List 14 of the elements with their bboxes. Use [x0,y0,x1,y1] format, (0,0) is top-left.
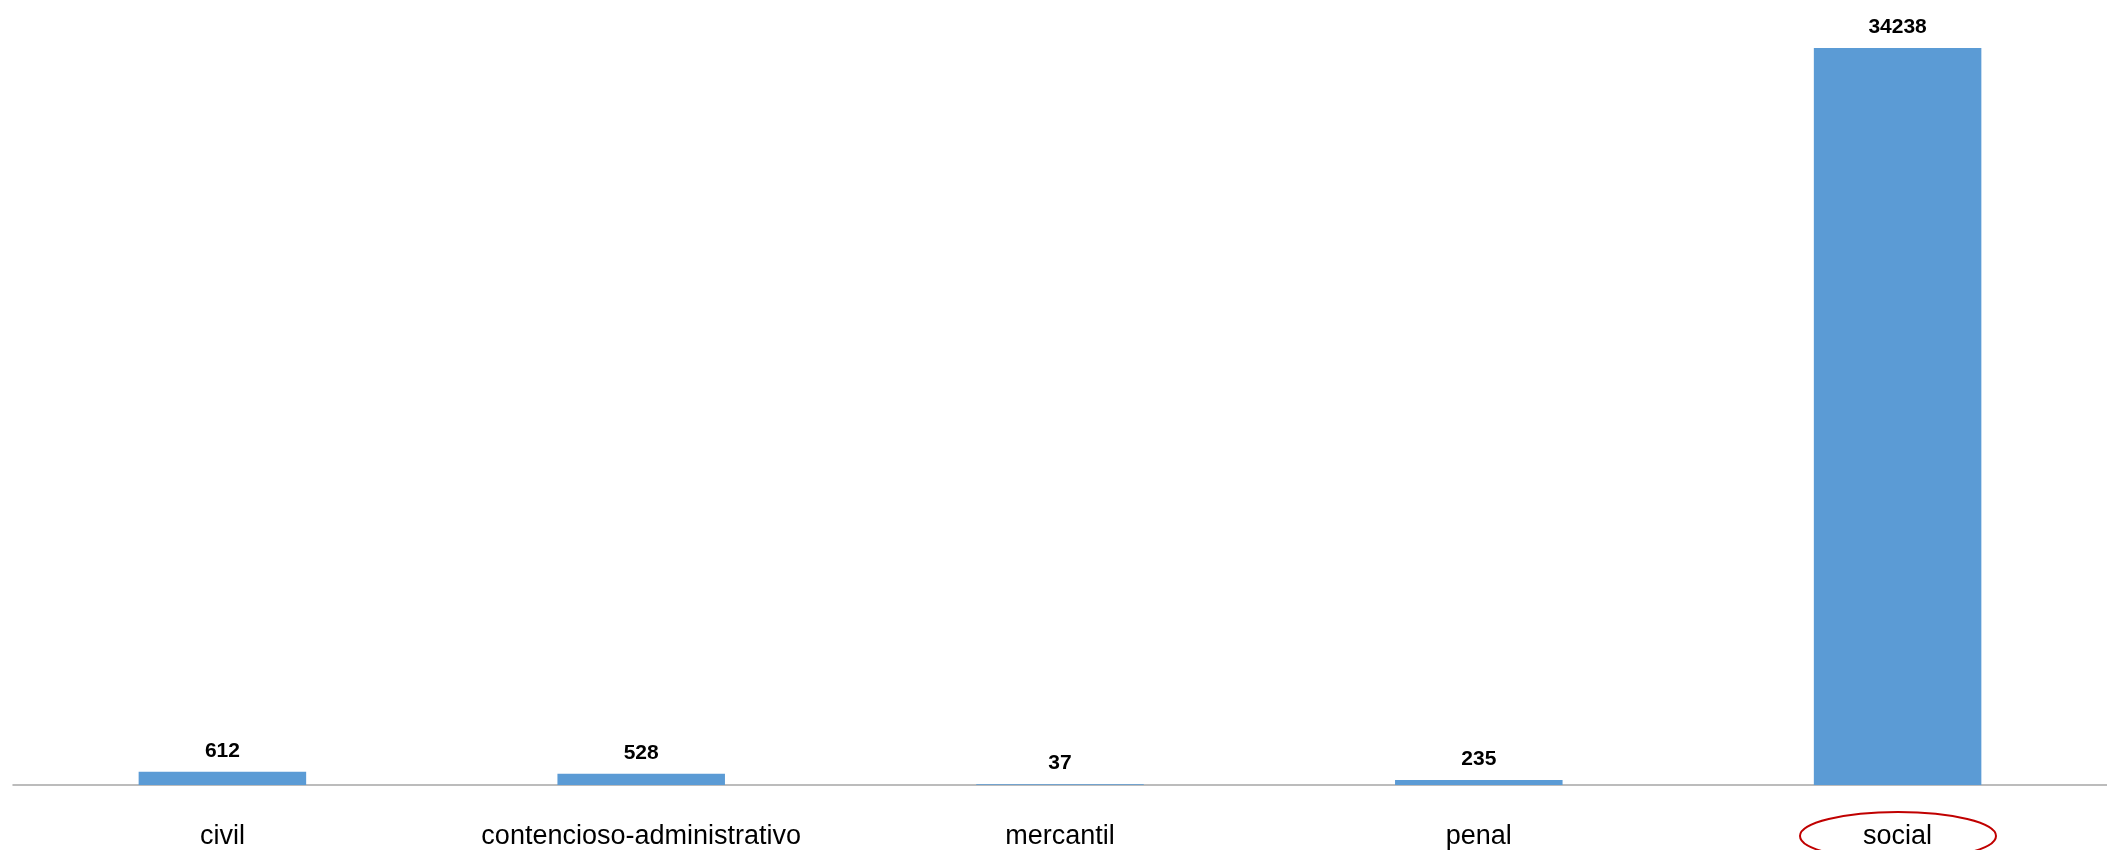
data-label: 612 [204,737,240,761]
data-label: 37 [1048,750,1072,774]
x-tick-label: mercantil [1005,819,1115,850]
bar [1813,48,1982,785]
bar [1395,779,1563,785]
x-tick-label: contencioso-administrativo [481,819,802,850]
data-label: 235 [1461,745,1497,769]
bar [138,771,307,785]
bar [557,773,725,785]
x-tick-label: social [1863,819,1933,850]
data-label: 34238 [1868,14,1928,37]
data-label: 528 [623,739,660,763]
x-tick-label: penal [1445,819,1512,850]
x-tick-label: civil [199,819,245,850]
